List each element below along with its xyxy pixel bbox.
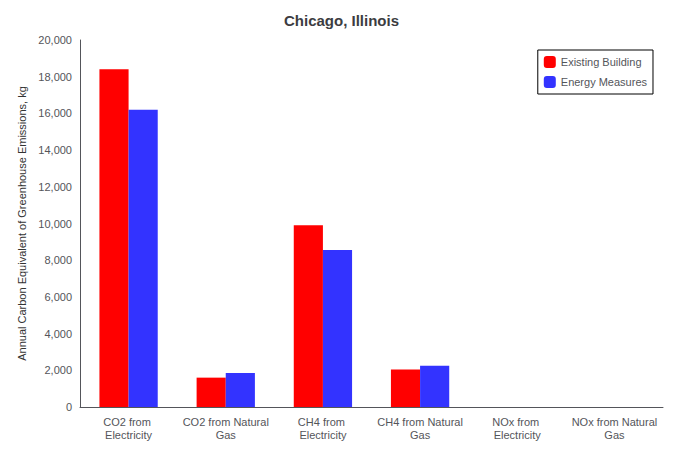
svg-text:Chicago, Illinois: Chicago, Illinois: [284, 12, 399, 29]
svg-text:CO2 from: CO2 from: [103, 416, 154, 428]
svg-text:Electricity: Electricity: [105, 429, 153, 441]
svg-text:20,000: 20,000: [38, 34, 72, 46]
svg-text:14,000: 14,000: [38, 144, 72, 156]
svg-text:Electricity: Electricity: [299, 429, 347, 441]
svg-text:Annual Carbon Equivalent of Gr: Annual Carbon Equivalent of Greenhouse E…: [16, 86, 28, 361]
svg-text:6,000: 6,000: [44, 291, 72, 303]
svg-text:0: 0: [66, 401, 72, 413]
svg-text:CH4 from Natural: CH4 from Natural: [377, 416, 463, 428]
svg-text:16,000: 16,000: [38, 107, 72, 119]
svg-text:NOx from Natural: NOx from Natural: [572, 416, 658, 428]
svg-text:Gas: Gas: [604, 429, 625, 441]
svg-text:10,000: 10,000: [38, 218, 72, 230]
svg-text:CH4 from: CH4 from: [298, 416, 348, 428]
svg-text:12,000: 12,000: [38, 181, 72, 193]
svg-text:Energy Measures: Energy Measures: [561, 76, 648, 88]
svg-text:8,000: 8,000: [44, 254, 72, 266]
svg-text:Gas: Gas: [216, 429, 237, 441]
svg-text:Existing Building: Existing Building: [561, 56, 642, 68]
svg-text:Electricity: Electricity: [494, 429, 542, 441]
svg-text:4,000: 4,000: [44, 328, 72, 340]
svg-text:18,000: 18,000: [38, 71, 72, 83]
svg-text:CO2 from Natural: CO2 from Natural: [183, 416, 269, 428]
svg-text:2,000: 2,000: [44, 364, 72, 376]
svg-text:NOx from: NOx from: [492, 416, 542, 428]
svg-text:Gas: Gas: [410, 429, 431, 441]
